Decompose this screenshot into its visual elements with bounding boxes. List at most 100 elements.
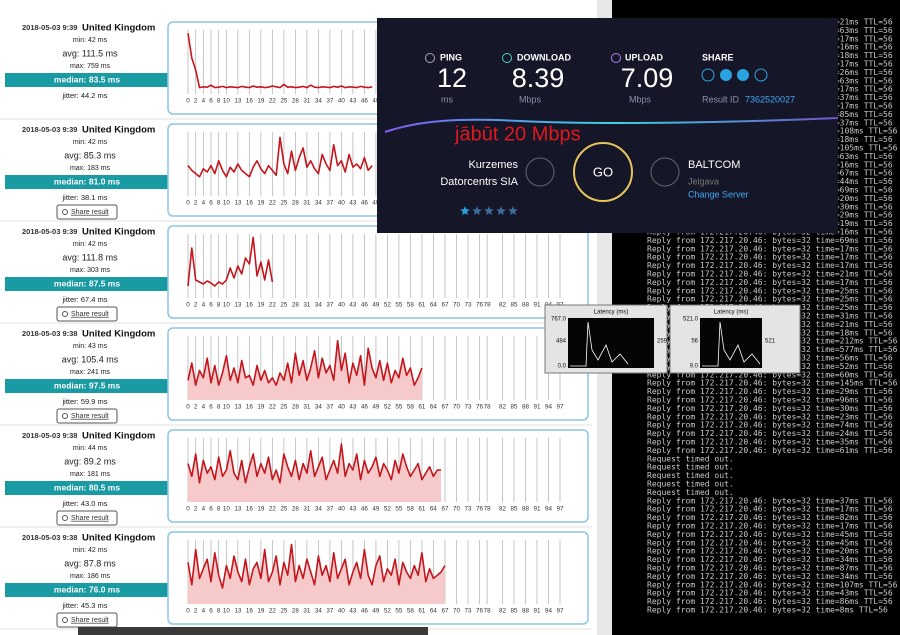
x-tick-label: 6 bbox=[209, 98, 213, 105]
share-button[interactable] bbox=[56, 204, 118, 220]
x-tick-label: 37 bbox=[326, 98, 334, 105]
jitter: jitter: 67.4 ms bbox=[61, 295, 107, 304]
x-tick-label: 55 bbox=[395, 302, 403, 309]
more-icon[interactable] bbox=[754, 68, 768, 82]
share-icon[interactable] bbox=[62, 413, 68, 419]
x-tick-label: 37 bbox=[326, 506, 334, 513]
x-tick-label: 22 bbox=[269, 404, 277, 411]
x-tick-label: 76 bbox=[476, 506, 484, 513]
terminal-line: Reply from 172.217.20.46: bytes=32 time=… bbox=[647, 370, 893, 379]
x-tick-label: 73 bbox=[464, 506, 472, 513]
x-tick-label: 82 bbox=[499, 506, 507, 513]
share-link[interactable]: Share result bbox=[71, 413, 109, 420]
x-tick-label: 22 bbox=[269, 98, 277, 105]
median-bar bbox=[5, 277, 168, 291]
speedtest-panel: PING 12 ms DOWNLOAD 8.39 Mbps UPLOAD 7.0… bbox=[377, 18, 839, 233]
share-button[interactable] bbox=[56, 306, 118, 322]
min: min: 43 ms bbox=[73, 343, 108, 350]
x-tick-label: 82 bbox=[499, 404, 507, 411]
result-id[interactable]: 7362520027 bbox=[745, 94, 795, 104]
share-link[interactable]: Share result bbox=[71, 311, 109, 318]
latency-line bbox=[187, 236, 274, 287]
share-link[interactable]: Share result bbox=[71, 617, 109, 624]
x-tick-label: 55 bbox=[395, 608, 403, 615]
terminal-line: Reply from 172.217.20.46: bytes=32 time=… bbox=[647, 404, 893, 413]
isp-name-2: Datorcentrs SIA bbox=[440, 176, 518, 188]
x-tick-label: 37 bbox=[326, 200, 334, 207]
x-tick-label: 46 bbox=[361, 200, 369, 207]
star bbox=[496, 206, 506, 215]
x-tick-label: 16 bbox=[246, 608, 254, 615]
go-label[interactable]: GO bbox=[593, 164, 613, 179]
x-tick-label: 2 bbox=[194, 506, 198, 513]
share-icon[interactable] bbox=[62, 617, 68, 623]
x-tick-label: 25 bbox=[280, 404, 288, 411]
x-tick-label: 16 bbox=[246, 302, 254, 309]
download-icon bbox=[502, 53, 512, 63]
share-icon[interactable] bbox=[62, 311, 68, 317]
x-tick-label: 2 bbox=[194, 404, 198, 411]
star bbox=[484, 206, 494, 215]
share-button[interactable] bbox=[56, 510, 118, 526]
link-icon[interactable] bbox=[701, 68, 715, 82]
x-tick-label: 52 bbox=[384, 404, 392, 411]
go-button[interactable] bbox=[573, 142, 633, 202]
x-tick-label: 4 bbox=[202, 608, 206, 615]
x-tick-label: 78 bbox=[484, 608, 492, 615]
x-tick-label: 25 bbox=[280, 506, 288, 513]
min: min: 42 ms bbox=[73, 37, 108, 44]
x-tick-label: 16 bbox=[246, 506, 254, 513]
x-tick-label: 28 bbox=[292, 200, 300, 207]
jitter: jitter: 45.3 ms bbox=[61, 601, 107, 610]
terminal-line: Reply from 172.217.20.46: bytes=32 time=… bbox=[647, 555, 893, 564]
jitter: jitter: 38.1 ms bbox=[61, 193, 107, 202]
x-tick-label: 37 bbox=[326, 608, 334, 615]
median: median: 83.5 ms bbox=[54, 74, 120, 84]
share-link[interactable]: Share result bbox=[71, 515, 109, 522]
x-tick-label: 85 bbox=[510, 608, 518, 615]
ping-value: 12 bbox=[437, 63, 467, 93]
max: max: 303 ms bbox=[70, 267, 111, 274]
x-tick-label: 46 bbox=[361, 98, 369, 105]
x-tick-label: 49 bbox=[372, 506, 380, 513]
terminal-line: Reply from 172.217.20.46: bytes=32 time=… bbox=[647, 253, 893, 262]
x-tick-label: 13 bbox=[234, 506, 242, 513]
x-tick-label: 46 bbox=[361, 608, 369, 615]
change-server[interactable]: Change Server bbox=[688, 189, 749, 199]
facebook-icon[interactable] bbox=[737, 69, 749, 81]
x-tick-label: 25 bbox=[280, 608, 288, 615]
x-tick-label: 4 bbox=[202, 404, 206, 411]
test-row: 2018-05-03 9:39 United Kingdom min: 42 ms a… bbox=[0, 125, 592, 222]
x-tick-label: 0 bbox=[186, 200, 190, 207]
test-location: United Kingdom bbox=[82, 533, 155, 544]
share-link[interactable]: Share result bbox=[71, 209, 109, 216]
terminal-line: Reply from 172.217.20.46: bytes=32 time=… bbox=[647, 513, 893, 522]
test-date: 2018-05-03 9:39 bbox=[22, 23, 77, 32]
x-tick-label: 49 bbox=[372, 404, 380, 411]
x-tick-label: 22 bbox=[269, 608, 277, 615]
terminal-line: Reply from 172.217.20.46: bytes=32 time=… bbox=[647, 589, 893, 598]
x-tick-label: 82 bbox=[499, 608, 507, 615]
widget-bottom: 0.0 bbox=[558, 364, 567, 370]
share-button[interactable] bbox=[56, 408, 118, 424]
share-icons[interactable] bbox=[701, 68, 768, 82]
avg: avg: 87.8 ms bbox=[64, 558, 116, 568]
x-tick-label: 28 bbox=[292, 98, 300, 105]
x-tick-label: 28 bbox=[292, 608, 300, 615]
share-icon[interactable] bbox=[62, 209, 68, 215]
widget-plot bbox=[700, 318, 762, 368]
terminal-line: Reply from 172.217.20.46: bytes=32 time=… bbox=[647, 286, 893, 295]
x-tick-label: 91 bbox=[533, 404, 541, 411]
isp-icon bbox=[525, 157, 555, 187]
latency-line bbox=[187, 339, 423, 386]
twitter-icon[interactable] bbox=[720, 69, 732, 81]
x-tick-label: 94 bbox=[545, 608, 553, 615]
x-tick-label: 6 bbox=[209, 404, 213, 411]
x-tick-label: 43 bbox=[349, 608, 357, 615]
x-tick-label: 8 bbox=[217, 404, 221, 411]
x-tick-label: 91 bbox=[533, 302, 541, 309]
min: min: 42 ms bbox=[73, 547, 108, 554]
share-icon[interactable] bbox=[62, 515, 68, 521]
